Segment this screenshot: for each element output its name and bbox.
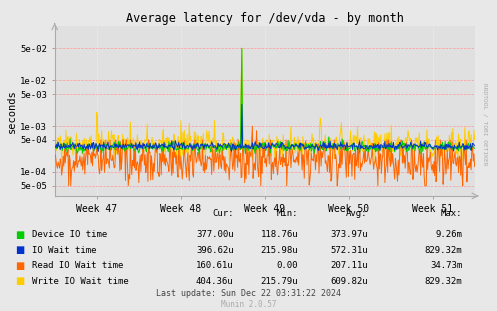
Text: 404.36u: 404.36u — [196, 277, 234, 286]
Text: 0.00: 0.00 — [277, 262, 298, 270]
Text: ■: ■ — [15, 276, 24, 286]
Y-axis label: seconds: seconds — [7, 89, 17, 133]
Text: IO Wait time: IO Wait time — [32, 246, 97, 255]
Text: Device IO time: Device IO time — [32, 230, 107, 239]
Text: 9.26m: 9.26m — [435, 230, 462, 239]
Text: Munin 2.0.57: Munin 2.0.57 — [221, 300, 276, 309]
Text: 34.73m: 34.73m — [430, 262, 462, 270]
Text: 829.32m: 829.32m — [424, 246, 462, 255]
Text: Avg:: Avg: — [346, 209, 368, 218]
Text: ■: ■ — [15, 261, 24, 271]
Text: Min:: Min: — [277, 209, 298, 218]
Text: 377.00u: 377.00u — [196, 230, 234, 239]
Text: RRDTOOL / TOBI OETIKER: RRDTOOL / TOBI OETIKER — [482, 83, 487, 166]
Text: Read IO Wait time: Read IO Wait time — [32, 262, 124, 270]
Text: 118.76u: 118.76u — [260, 230, 298, 239]
Text: Max:: Max: — [441, 209, 462, 218]
Text: Cur:: Cur: — [212, 209, 234, 218]
Text: 160.61u: 160.61u — [196, 262, 234, 270]
Text: 215.79u: 215.79u — [260, 277, 298, 286]
Title: Average latency for /dev/vda - by month: Average latency for /dev/vda - by month — [126, 12, 404, 25]
Text: 829.32m: 829.32m — [424, 277, 462, 286]
Text: 215.98u: 215.98u — [260, 246, 298, 255]
Text: Last update: Sun Dec 22 03:31:22 2024: Last update: Sun Dec 22 03:31:22 2024 — [156, 289, 341, 298]
Text: Write IO Wait time: Write IO Wait time — [32, 277, 129, 286]
Text: 396.62u: 396.62u — [196, 246, 234, 255]
Text: ■: ■ — [15, 245, 24, 255]
Text: 572.31u: 572.31u — [330, 246, 368, 255]
Text: 609.82u: 609.82u — [330, 277, 368, 286]
Text: 373.97u: 373.97u — [330, 230, 368, 239]
Text: ■: ■ — [15, 230, 24, 240]
Text: 207.11u: 207.11u — [330, 262, 368, 270]
